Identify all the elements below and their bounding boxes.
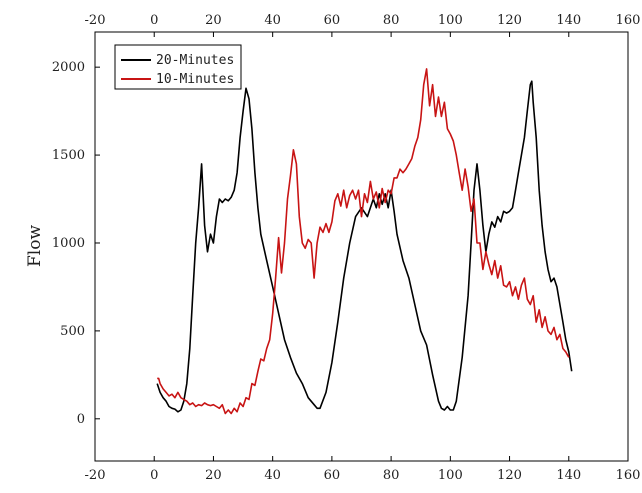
axis-ticks: -20 -20 0 0 20 20 40 40 60 60 80 80 100 100 120 120 140 1…	[52, 13, 641, 483]
x-tick-label: 140	[556, 468, 581, 483]
x-tick-label: 60	[324, 468, 341, 483]
plot-area-frame	[94, 31, 629, 462]
top-x-tick-label: 100	[438, 13, 463, 28]
series-line-10-minutes	[157, 68, 570, 415]
top-x-tick-label: 160	[616, 13, 641, 28]
y-tick-label: 500	[60, 324, 85, 339]
legend-box	[114, 44, 242, 90]
x-tick-label: 20	[205, 468, 222, 483]
top-x-tick-label: -20	[85, 13, 106, 28]
legend-label-20-minutes: 20-Minutes	[156, 53, 234, 68]
top-x-tick-label: 120	[497, 13, 522, 28]
x-tick-label: 0	[150, 468, 158, 483]
top-x-tick-label: 140	[556, 13, 581, 28]
y-tick-label: 0	[77, 412, 85, 427]
y-tick-label: 2000	[52, 60, 85, 75]
x-tick-label: 160	[616, 468, 641, 483]
x-tick-label: 100	[438, 468, 463, 483]
legend-label-10-minutes: 10-Minutes	[156, 72, 234, 87]
y-tick-label: 1500	[52, 148, 85, 163]
top-x-tick-label: 60	[324, 13, 341, 28]
x-tick-label: 120	[497, 468, 522, 483]
series-lines	[156, 68, 573, 415]
top-x-tick-label: 0	[150, 13, 158, 28]
top-x-tick-label: 40	[264, 13, 281, 28]
top-x-tick-label: 80	[383, 13, 400, 28]
series-line-20-minutes	[156, 80, 573, 413]
legend: 20-Minutes 10-Minutes	[114, 44, 242, 90]
y-tick-label: 1000	[52, 236, 85, 251]
x-tick-label: -20	[85, 468, 106, 483]
x-tick-label: 80	[383, 468, 400, 483]
top-x-tick-label: 20	[205, 13, 222, 28]
x-tick-label: 40	[264, 468, 281, 483]
y-axis-title: Flow	[25, 225, 45, 267]
